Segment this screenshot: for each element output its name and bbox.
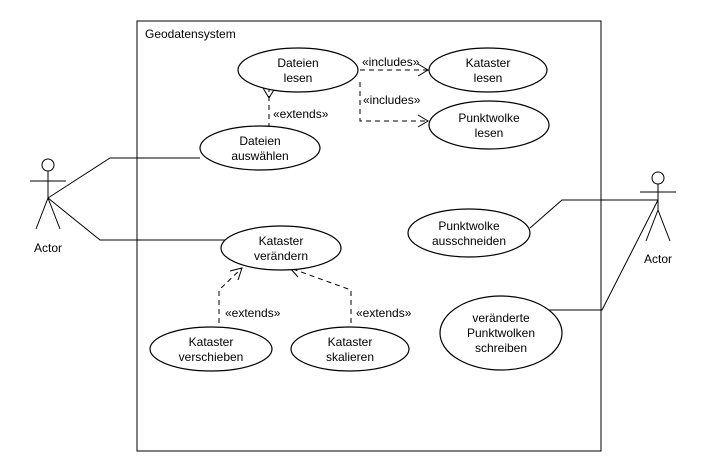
use-case-label-line: schreiben [475, 341, 527, 355]
extends-label-3: «extends» [356, 306, 412, 320]
use-case-punktwolke-lesen: Punktwolke lesen [428, 100, 550, 150]
system-boundary: Geodatensystem [136, 20, 602, 452]
extends-edge-dateien-lesen: «extends» [262, 87, 329, 128]
extends-label-2: «extends» [225, 306, 281, 320]
use-case-label-line: lesen [474, 71, 503, 85]
association-actor-punktwolken-schreiben [542, 199, 659, 311]
system-title: Geodatensystem [145, 27, 236, 41]
use-case-label-line: skalieren [326, 350, 374, 364]
actor-left-label: Actor [34, 241, 62, 255]
use-case-label-line: lesen [284, 71, 313, 85]
use-case-punktwolke-ausschneiden: Punktwolke ausschneiden [407, 208, 531, 258]
use-case-label-line: ausschneiden [432, 234, 506, 248]
use-case-kataster-skalieren: Kataster skalieren [290, 326, 410, 372]
use-case-label-line: Kataster [466, 56, 511, 70]
extends-edge-skalieren: «extends» [289, 265, 412, 332]
use-case-kataster-veraendern: Kataster verändern [220, 225, 342, 271]
use-case-label-line: Dateien [277, 56, 318, 70]
use-case-label-line: verschieben [179, 350, 244, 364]
extends-label-1: «extends» [273, 107, 329, 121]
includes-label-2: «includes» [363, 93, 421, 107]
use-case-label-line: auswählen [231, 149, 288, 163]
use-case-label-line: verändern [254, 249, 308, 263]
use-case-label-line: veränderte [472, 311, 530, 325]
association-actor-dateien-auswaehlen [47, 157, 200, 199]
dependencies: «includes» «includes» «extends» «extends… [218, 55, 429, 332]
use-case-label-line: Kataster [259, 234, 304, 248]
association-actor-punktwolke-ausschneiden [529, 199, 658, 229]
extends-edge-verschieben: «extends» [218, 267, 281, 332]
use-case-dateien-lesen: Dateien lesen [237, 47, 359, 93]
includes-label-1: «includes» [362, 55, 420, 69]
use-case-dateien-auswaehlen: Dateien auswählen [199, 125, 321, 171]
use-case-label-line: Punktwolke [438, 219, 500, 233]
association-actor-kataster-veraendern [47, 197, 230, 241]
use-case-label-line: lesen [475, 126, 504, 140]
stick-figure-icon [30, 158, 66, 230]
use-case-label-line: Kataster [189, 335, 234, 349]
actor-right-label: Actor [644, 252, 672, 266]
use-case-kataster-lesen: Kataster lesen [428, 47, 548, 93]
associations [47, 157, 659, 311]
use-case-label-line: Punktwolke [458, 111, 520, 125]
includes-edge-punktwolke-lesen: «includes» [359, 82, 429, 128]
use-case-label-line: Punktwolken [467, 326, 535, 340]
stick-figure-icon [640, 171, 676, 242]
use-case-label-line: Dateien [239, 134, 280, 148]
use-case-kataster-verschieben: Kataster verschieben [149, 326, 273, 372]
use-case-label-line: Kataster [328, 335, 373, 349]
actor-left: Actor [30, 158, 66, 255]
actor-right: Actor [640, 171, 676, 266]
use-case-punktwolken-schreiben: veränderte Punktwolken schreiben [439, 295, 563, 371]
includes-edge-kataster-lesen: «includes» [360, 55, 429, 77]
